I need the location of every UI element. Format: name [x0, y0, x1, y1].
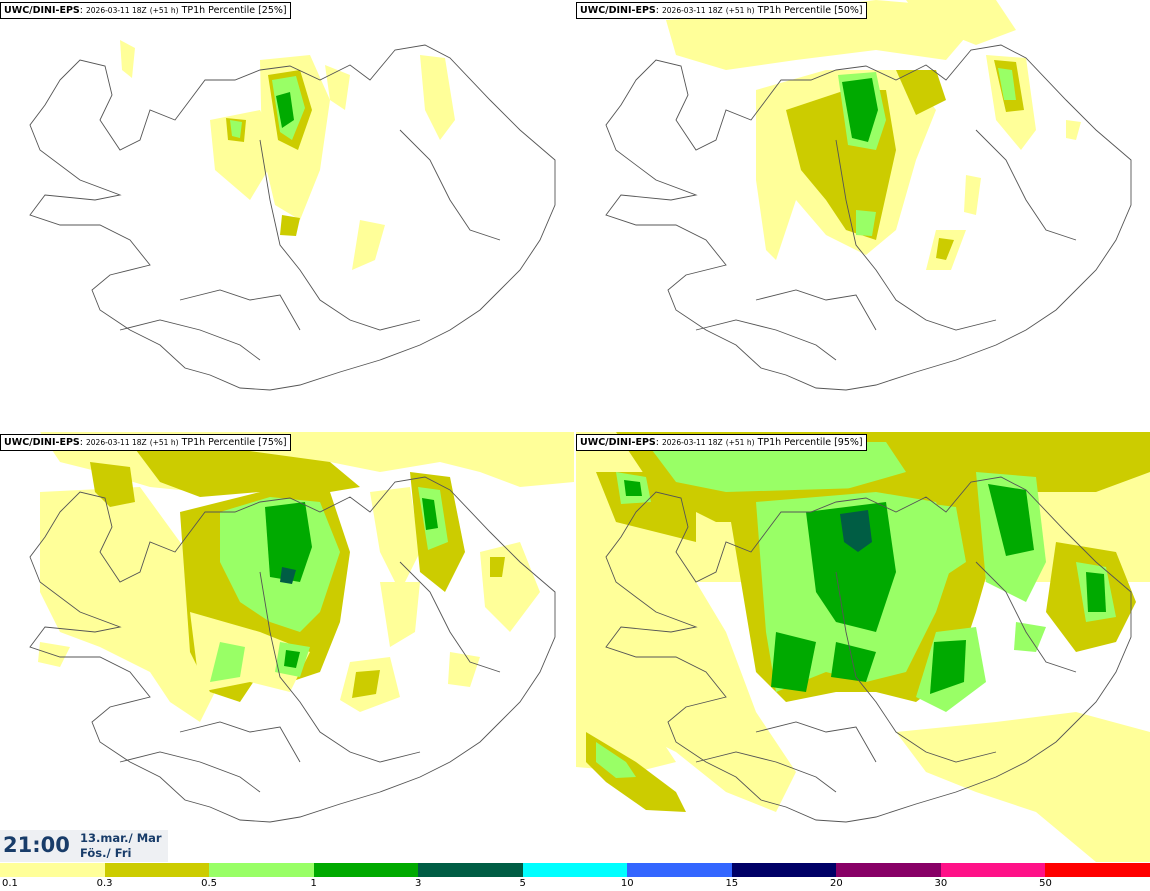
colorbar-segment — [418, 863, 524, 877]
colorbar-segment — [522, 863, 628, 877]
lead-time: (+51 h) — [725, 6, 755, 15]
coastline — [29, 44, 556, 391]
colorbar-label: 20 — [829, 878, 843, 889]
variable-name: TP1h Percentile — [757, 5, 832, 16]
colorbar-segment — [627, 863, 733, 877]
colorbar-label: 5 — [519, 878, 526, 889]
colorbar-segment — [731, 863, 837, 877]
valid-time: 21:00 — [3, 833, 70, 857]
precip-fields — [38, 432, 574, 722]
run-time: 2026-03-11 18Z — [86, 6, 147, 15]
precip-map — [576, 432, 1150, 862]
colorbar-label: 1 — [310, 878, 317, 889]
colorbar-segment — [1045, 863, 1150, 877]
colorbar-segment — [104, 863, 210, 877]
coastline — [605, 44, 1132, 391]
colorbar-segment — [0, 863, 106, 877]
model-name: UWC/DINI-EPS — [4, 437, 80, 448]
panel-title: UWC/DINI-EPS: 2026-03-11 18Z (+51 h) TP1… — [0, 2, 291, 19]
colorbar-label: 3 — [414, 878, 422, 889]
valid-time-box: 21:00 13.mar./ Mar Fös./ Fri — [0, 830, 168, 862]
colorbar-label: 15 — [725, 878, 739, 889]
colorbar-label: 50 — [1039, 878, 1052, 889]
percentile-label: [50%] — [834, 5, 863, 16]
model-name: UWC/DINI-EPS — [580, 437, 656, 448]
precip-fields — [576, 432, 1150, 862]
coastline — [29, 476, 556, 823]
lead-time: (+51 h) — [725, 438, 755, 447]
map-panel-25: UWC/DINI-EPS: 2026-03-11 18Z (+51 h) TP1… — [0, 0, 574, 430]
variable-name: TP1h Percentile — [181, 437, 256, 448]
map-panel-75: UWC/DINI-EPS: 2026-03-11 18Z (+51 h) TP1… — [0, 432, 574, 862]
lead-time: (+51 h) — [149, 6, 179, 15]
colorbar-segment — [836, 863, 942, 877]
colorbar-segment — [940, 863, 1046, 877]
colorbar-segment — [209, 863, 315, 877]
map-panel-95: UWC/DINI-EPS: 2026-03-11 18Z (+51 h) TP1… — [576, 432, 1150, 862]
panel-title: UWC/DINI-EPS: 2026-03-11 18Z (+51 h) TP1… — [576, 2, 867, 19]
colorbar-label: 30 — [934, 878, 948, 889]
panel-title: UWC/DINI-EPS: 2026-03-11 18Z (+51 h) TP1… — [0, 434, 291, 451]
precip-fields — [666, 0, 1081, 270]
colorbar-label: 10 — [620, 878, 634, 889]
map-panel-50: UWC/DINI-EPS: 2026-03-11 18Z (+51 h) TP1… — [576, 0, 1150, 430]
model-name: UWC/DINI-EPS — [4, 5, 80, 16]
variable-name: TP1h Percentile — [757, 437, 832, 448]
colorbar-label: 0.1 — [2, 878, 18, 889]
colorbar-legend: 0.1 0.3 0.5 1 3 5 10 15 20 30 50 — [0, 863, 1150, 891]
percentile-label: [25%] — [258, 5, 287, 16]
precip-map — [29, 40, 556, 391]
percentile-label: [95%] — [834, 437, 863, 448]
run-time: 2026-03-11 18Z — [662, 438, 723, 447]
coastline — [605, 476, 1132, 823]
precip-fields — [120, 40, 455, 270]
colorbar-label: 0.5 — [201, 878, 218, 889]
valid-date: 13.mar./ Mar — [80, 831, 162, 845]
colorbar-label: 0.3 — [96, 878, 113, 889]
precip-map — [605, 0, 1132, 391]
percentile-label: [75%] — [258, 437, 287, 448]
colorbar-segment — [313, 863, 419, 877]
run-time: 2026-03-11 18Z — [86, 438, 147, 447]
variable-name: TP1h Percentile — [181, 5, 256, 16]
panel-title: UWC/DINI-EPS: 2026-03-11 18Z (+51 h) TP1… — [576, 434, 867, 451]
valid-weekday: Fös./ Fri — [80, 846, 132, 860]
run-time: 2026-03-11 18Z — [662, 6, 723, 15]
model-name: UWC/DINI-EPS — [580, 5, 656, 16]
precip-map — [29, 432, 574, 823]
lead-time: (+51 h) — [149, 438, 179, 447]
